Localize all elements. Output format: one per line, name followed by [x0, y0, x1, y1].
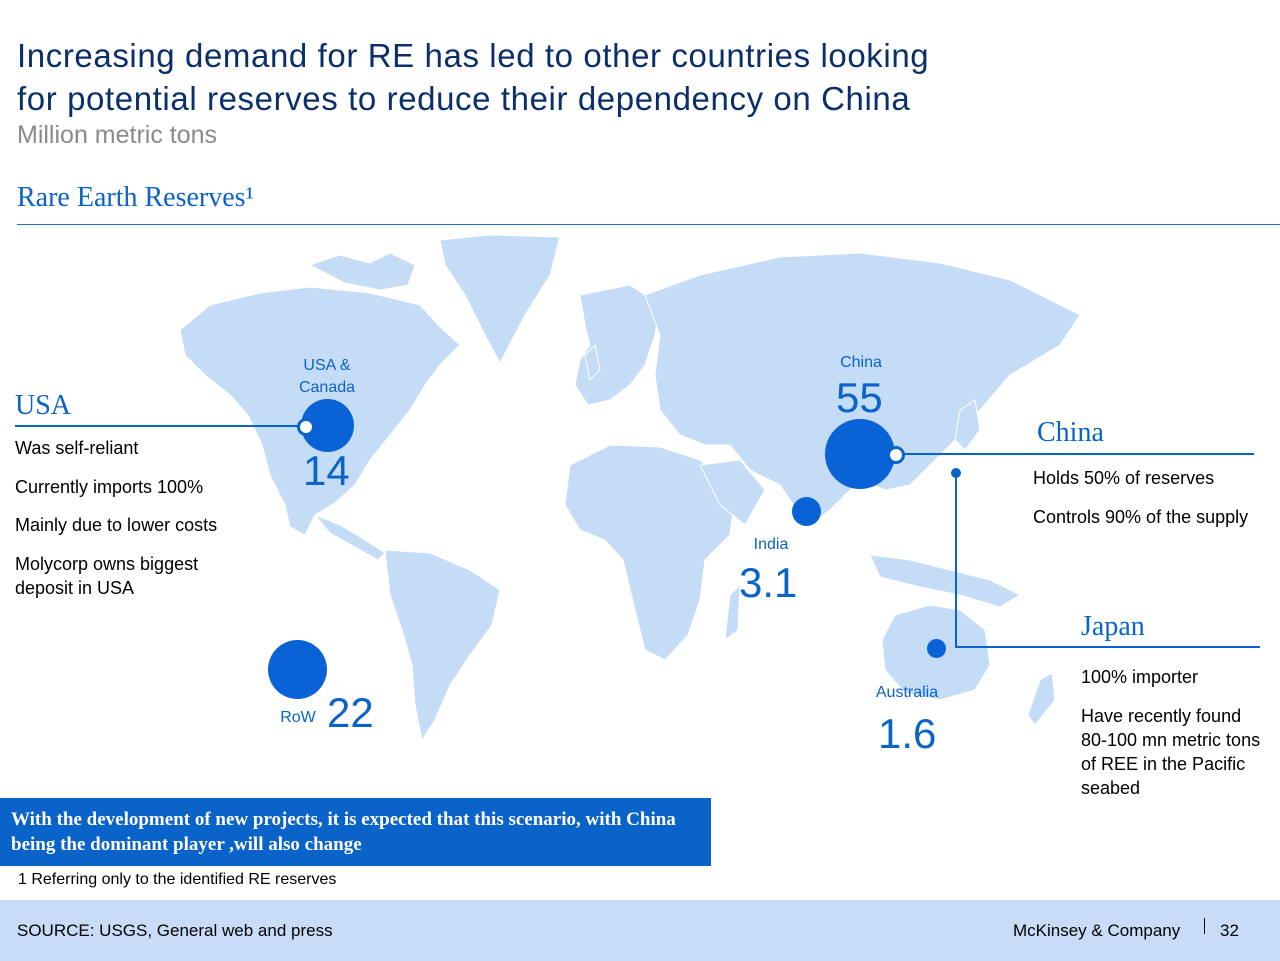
label-row: RoW [280, 709, 316, 726]
callout-japan-point-2: Have recently found 80-100 mn metric ton… [1081, 706, 1261, 798]
page-subtitle: Million metric tons [17, 121, 218, 149]
callout-china-point-2: Controls 90% of the supply [1033, 507, 1249, 527]
footnote: 1 Referring only to the identified RE re… [18, 871, 337, 888]
value-india: 3.1 [739, 559, 798, 606]
asia-land [644, 252, 1081, 526]
world-map [179, 235, 1081, 742]
bubble-india [792, 497, 821, 526]
label-india: India [753, 536, 789, 553]
callout-usa-marker [297, 418, 315, 436]
greenland-land [439, 235, 561, 365]
label-australia: Australia [875, 684, 939, 701]
europe-land [574, 284, 661, 406]
conclusion-banner-text: With the development of new projects, it… [11, 809, 676, 855]
label-usa-canada-line2: Canada [298, 379, 356, 396]
section-divider [17, 224, 1280, 225]
label-usa-canada: USA & Canada [287, 355, 367, 399]
central-america-land [314, 514, 386, 561]
south-america-land [384, 549, 501, 742]
callout-usa-point-2: Currently imports 100% [15, 477, 204, 497]
callout-japan-point-1: 100% importer [1081, 667, 1199, 687]
section-title: Rare Earth Reserves¹ [17, 182, 254, 213]
callout-usa-point-1: Was self-reliant [15, 438, 139, 458]
value-usa-canada: 14 [303, 447, 350, 494]
callout-japan-heading: Japan [1081, 611, 1145, 642]
source-text: SOURCE: USGS, General web and press [17, 921, 333, 940]
callout-usa-line [15, 425, 305, 427]
new-zealand-land [1027, 672, 1056, 726]
title-line-2: for potential reserves to reduce their d… [17, 80, 911, 117]
callout-usa-point-3: Mainly due to lower costs [15, 515, 218, 535]
label-china: China [840, 354, 882, 371]
arctic-islands-land [308, 252, 416, 291]
callout-china-line [895, 453, 1254, 455]
value-australia: 1.6 [878, 710, 937, 757]
value-china: 55 [836, 374, 883, 421]
page-title: Increasing demand for RE has led to othe… [17, 34, 1117, 120]
callout-china-point-1: Holds 50% of reserves [1033, 468, 1215, 488]
value-row: 22 [327, 689, 374, 736]
bubble-china [825, 419, 895, 489]
indonesia-land [869, 554, 1022, 608]
brand-name: McKinsey & Company [1013, 921, 1181, 940]
callout-japan-line [955, 646, 1260, 648]
uk-land [584, 343, 601, 382]
bubble-australia [927, 639, 946, 658]
callout-usa-heading: USA [15, 390, 72, 421]
callout-china-heading: China [1037, 417, 1104, 448]
callout-china-marker [887, 446, 905, 464]
title-line-1: Increasing demand for RE has led to othe… [17, 37, 930, 74]
madagascar-land [724, 583, 741, 642]
arabia-land [699, 459, 766, 526]
label-usa-canada-line1: USA & [303, 357, 351, 374]
callout-usa-point-4: Molycorp owns biggest deposit in USA [15, 554, 199, 598]
africa-land [564, 444, 736, 661]
callout-japan-vertical-line [955, 473, 957, 648]
conclusion-banner: With the development of new projects, it… [0, 798, 711, 866]
japan-land [954, 399, 981, 451]
footer-separator [1204, 918, 1205, 934]
footer: SOURCE: USGS, General web and press McKi… [0, 900, 1280, 961]
page-number: 32 [1220, 921, 1239, 940]
bubble-row [268, 640, 327, 699]
